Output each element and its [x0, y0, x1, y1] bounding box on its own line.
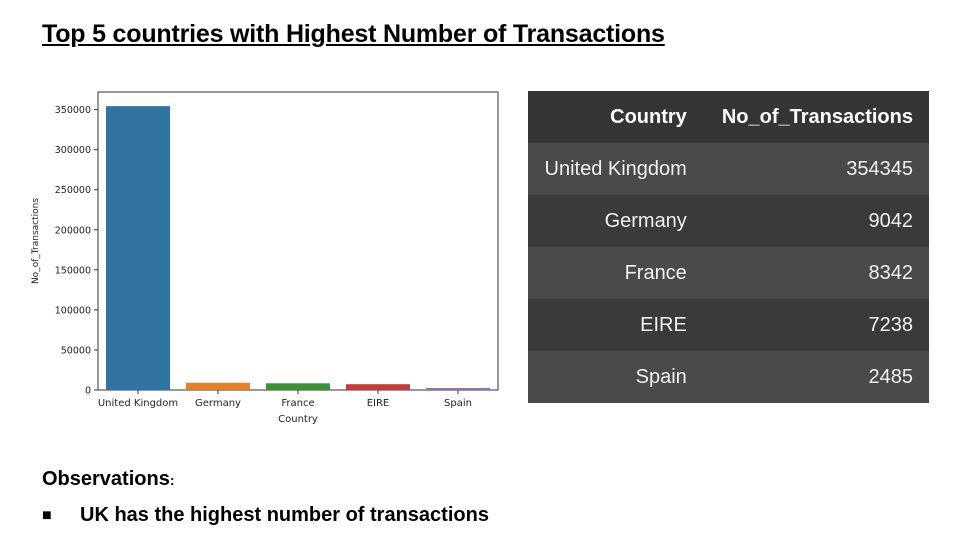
bar	[106, 106, 170, 391]
table-row: France 8342	[528, 247, 929, 299]
list-item: ■ UK has the highest number of transacti…	[42, 504, 489, 527]
y-tick-label: 0	[85, 386, 91, 397]
transactions-table: Country No_of_Transactions United Kingdo…	[528, 91, 929, 403]
bar	[346, 384, 410, 390]
y-tick-label: 350000	[55, 105, 91, 116]
table-cell-transactions: 8342	[702, 247, 929, 299]
observations-heading-colon: :	[169, 472, 175, 488]
table-cell-country: Germany	[528, 195, 703, 247]
y-tick-label: 200000	[55, 225, 91, 236]
bar	[266, 383, 330, 390]
table-cell-country: France	[528, 247, 703, 299]
table-cell-country: EIRE	[528, 299, 703, 351]
y-tick-label: 100000	[55, 305, 91, 316]
y-tick-label: 300000	[55, 145, 91, 156]
table-header-row: Country No_of_Transactions	[528, 91, 929, 143]
bar	[426, 388, 490, 390]
square-bullet-icon: ■	[42, 507, 52, 524]
table-cell-transactions: 2485	[702, 351, 929, 403]
observations-heading-text: Observations	[42, 468, 170, 490]
observations-list: ■ UK has the highest number of transacti…	[42, 504, 489, 527]
x-tick-label: France	[281, 398, 314, 409]
table-header-country: Country	[528, 91, 703, 143]
table-cell-country: Spain	[528, 351, 703, 403]
observation-text: UK has the highest number of transaction…	[80, 504, 489, 526]
bar-chart: 0 50000 100000 150000 200000 250000 300000 3500…	[28, 84, 508, 430]
table-header-transactions: No_of_Transactions	[702, 91, 929, 143]
table-row: Spain 2485	[528, 351, 929, 403]
page-title: Top 5 countries with Highest Number of T…	[42, 20, 665, 48]
observations-heading: Observations:	[42, 468, 175, 491]
x-tick-label: United Kingdom	[98, 398, 178, 409]
y-tick-label: 150000	[55, 265, 91, 276]
x-tick-label: Germany	[195, 398, 241, 409]
y-tick-label: 50000	[61, 345, 91, 356]
table-cell-transactions: 9042	[702, 195, 929, 247]
table-row: Germany 9042	[528, 195, 929, 247]
y-axis-label: No_of_Transactions	[31, 198, 41, 284]
x-axis-label: Country	[278, 414, 318, 425]
bar-chart-svg: 0 50000 100000 150000 200000 250000 300000 3500…	[31, 91, 499, 425]
table-cell-transactions: 354345	[702, 143, 929, 195]
x-tick-label: Spain	[444, 398, 472, 409]
bar	[186, 382, 250, 390]
table-cell-country: United Kingdom	[528, 143, 703, 195]
table-row: United Kingdom 354345	[528, 143, 929, 195]
table-cell-transactions: 7238	[702, 299, 929, 351]
y-tick-label: 250000	[55, 185, 91, 196]
table-row: EIRE 7238	[528, 299, 929, 351]
x-tick-label: EIRE	[367, 398, 390, 409]
